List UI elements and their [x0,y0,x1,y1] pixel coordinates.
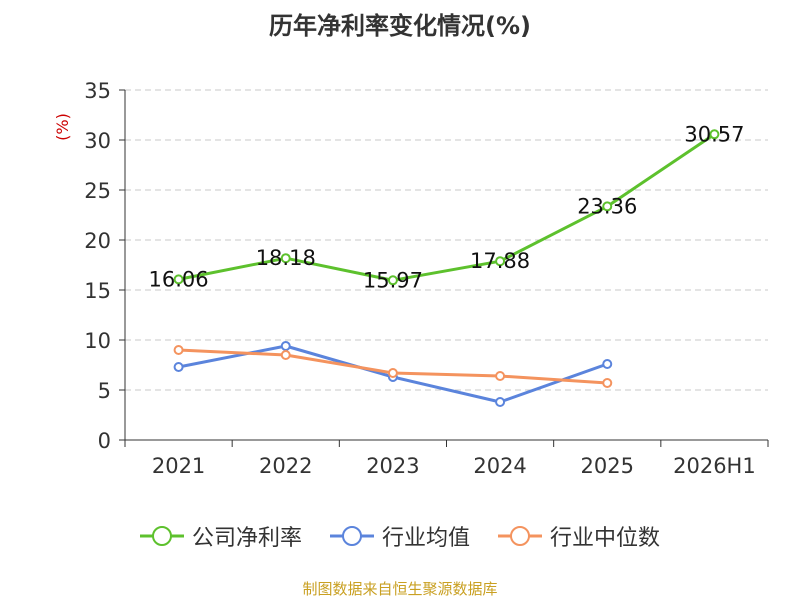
x-tick-label: 2023 [366,454,419,478]
data-label: 16.06 [149,267,209,291]
x-tick-label: 2025 [581,454,634,478]
legend-marker-icon [139,526,184,546]
y-tick-label: 10 [84,329,111,353]
source-note: 制图数据来自恒生聚源数据库 [302,580,498,598]
data-point [495,256,506,267]
y-tick-label: 25 [84,179,111,203]
data-point [602,378,613,388]
x-tick-label: 2021 [152,454,205,478]
data-point [280,341,291,351]
data-point [387,368,398,378]
legend-item[interactable]: 公司净利率 [139,520,302,552]
legend-label: 行业均值 [381,526,470,551]
y-axis-label: (%) [53,113,72,141]
y-tick-label: 0 [98,429,111,453]
data-point [709,129,720,140]
y-tick-label: 30 [84,129,111,153]
legend-item[interactable]: 行业均值 [329,520,470,552]
y-tick-label: 5 [98,379,111,403]
y-tick-label: 20 [84,229,111,253]
data-point [602,201,613,212]
y-tick-label: 15 [84,279,111,303]
data-point [280,350,291,360]
data-labels: 16.06 18.18 15.97 17.88 23.36 30.57 [149,122,745,292]
data-label: 30.57 [684,122,744,146]
series-lines [173,129,720,407]
grid-lines [125,89,768,391]
data-point [280,253,291,264]
legend-marker-icon [498,526,542,546]
data-label: 15.97 [363,268,423,292]
data-label: 18.18 [256,246,316,270]
data-point [173,274,184,285]
data-label: 23.36 [577,194,637,218]
legend-label: 行业中位数 [550,526,661,551]
data-point [495,371,506,381]
data-label: 17.88 [470,249,530,273]
series-line [178,133,716,282]
legend-marker-icon [329,526,374,546]
legend-label: 公司净利率 [191,526,302,551]
x-tick-label: 2024 [473,454,526,478]
chart-title: 历年净利率变化情况(%) [269,12,531,40]
legend-item[interactable]: 行业中位数 [498,520,660,552]
x-tick-label: 2022 [259,454,312,478]
data-point [602,359,613,369]
x-tick-label: 2026H1 [673,454,756,478]
legend: 公司净利率 行业均值 行业中位数 [0,518,800,554]
y-tick-label: 35 [84,79,111,103]
data-point [173,362,184,372]
data-point [387,275,398,286]
data-point [495,397,506,407]
data-point [173,345,184,355]
